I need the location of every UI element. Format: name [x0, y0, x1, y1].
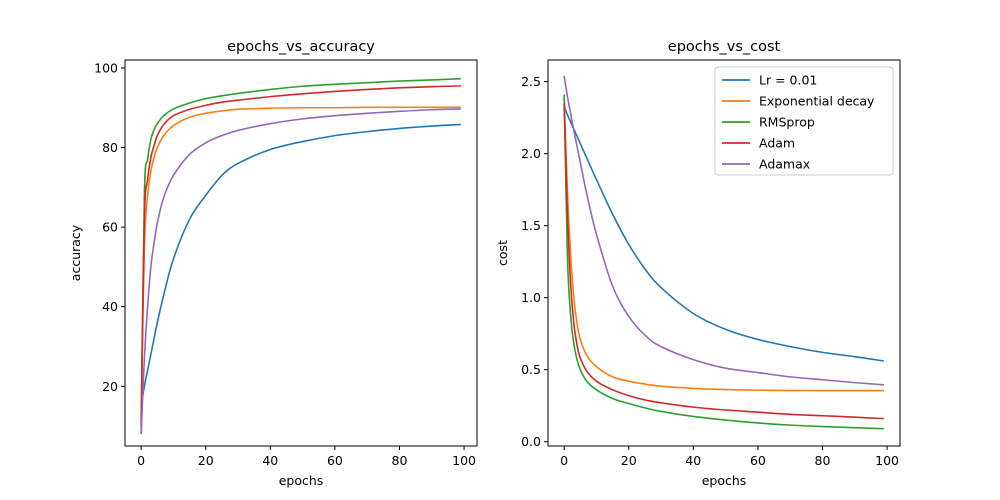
- cost-series-exponential-decay: [563, 98, 884, 392]
- cost-chart: epochs_vs_cost 0 20 40 60 80 100 0.0 0.5 1.0 1.5 2…: [495, 39, 901, 488]
- legend-label-adamax: Adamax: [759, 157, 810, 172]
- cost-x-tick-label: 100: [875, 453, 899, 468]
- accuracy-series-adamax: [140, 108, 461, 435]
- cost-x-tick-label: 40: [685, 453, 701, 468]
- cost-y-tick-label: 0.0: [521, 434, 541, 449]
- cost-x-tick-label: 0: [560, 453, 568, 468]
- accuracy-x-tick-label: 100: [452, 453, 476, 468]
- legend-label-exponential-decay: Exponential decay: [759, 94, 875, 109]
- cost-plot-frame: [547, 59, 901, 447]
- accuracy-series-adam: [140, 85, 461, 427]
- accuracy-y-tick-label: 100: [94, 60, 118, 75]
- cost-series-rmsprop: [563, 94, 884, 430]
- accuracy-plot-frame: [124, 59, 478, 447]
- accuracy-series-layer: [140, 77, 461, 435]
- cost-x-tick-label: 60: [750, 453, 766, 468]
- accuracy-x-tick-label: 20: [198, 453, 214, 468]
- legend-label-rmsprop: RMSprop: [759, 115, 815, 130]
- legend-label-lr-0-01: Lr = 0.01: [759, 73, 817, 88]
- legend-items: Lr = 0.01 Exponential decay RMSprop Adam Ada…: [722, 73, 875, 172]
- accuracy-chart-title: epochs_vs_accuracy: [227, 39, 375, 55]
- cost-series-adamax: [563, 75, 884, 386]
- accuracy-series-lr-0-01: [140, 123, 461, 407]
- accuracy-y-tick-label: 20: [102, 379, 118, 394]
- cost-y-axis-label: cost: [495, 240, 510, 266]
- accuracy-y-tick-label: 60: [102, 220, 118, 235]
- cost-chart-title: epochs_vs_cost: [668, 39, 781, 55]
- cost-y-tick-label: 0.5: [521, 362, 541, 377]
- accuracy-x-tick-label: 0: [137, 453, 145, 468]
- accuracy-x-tick-label: 60: [327, 453, 343, 468]
- cost-y-tick-label: 2.0: [521, 146, 541, 161]
- accuracy-y-tick-label: 80: [102, 140, 118, 155]
- accuracy-series-rmsprop: [140, 77, 461, 435]
- accuracy-y-tick-label: 40: [102, 299, 118, 314]
- cost-series-layer: [563, 75, 884, 430]
- cost-x-tick-label: 80: [815, 453, 831, 468]
- accuracy-x-axis-label: epochs: [279, 473, 324, 488]
- cost-y-tick-label: 1.0: [521, 290, 541, 305]
- cost-y-tick-label: 2.5: [521, 74, 541, 89]
- cost-x-axis-label: epochs: [702, 473, 747, 488]
- accuracy-series-exponential-decay: [140, 106, 461, 419]
- accuracy-x-tick-label: 40: [262, 453, 278, 468]
- cost-x-tick-label: 20: [621, 453, 637, 468]
- cost-y-tick-label: 1.5: [521, 218, 541, 233]
- accuracy-chart: epochs_vs_accuracy 0 20 40 60 80 100 20 40 60 80 1…: [68, 39, 478, 488]
- cost-series-adam: [563, 103, 884, 420]
- legend-label-adam: Adam: [759, 136, 795, 151]
- cost-ticks: 0 20 40 60 80 100 0.0 0.5 1.0 1.5 2.0 2.5: [521, 74, 899, 468]
- accuracy-y-axis-label: accuracy: [68, 224, 83, 281]
- accuracy-x-tick-label: 80: [392, 453, 408, 468]
- legend-box: [714, 66, 894, 176]
- accuracy-ticks: 0 20 40 60 80 100 20 40 60 80 100: [94, 60, 476, 468]
- legend: Lr = 0.01 Exponential decay RMSprop Adam Ada…: [714, 66, 894, 176]
